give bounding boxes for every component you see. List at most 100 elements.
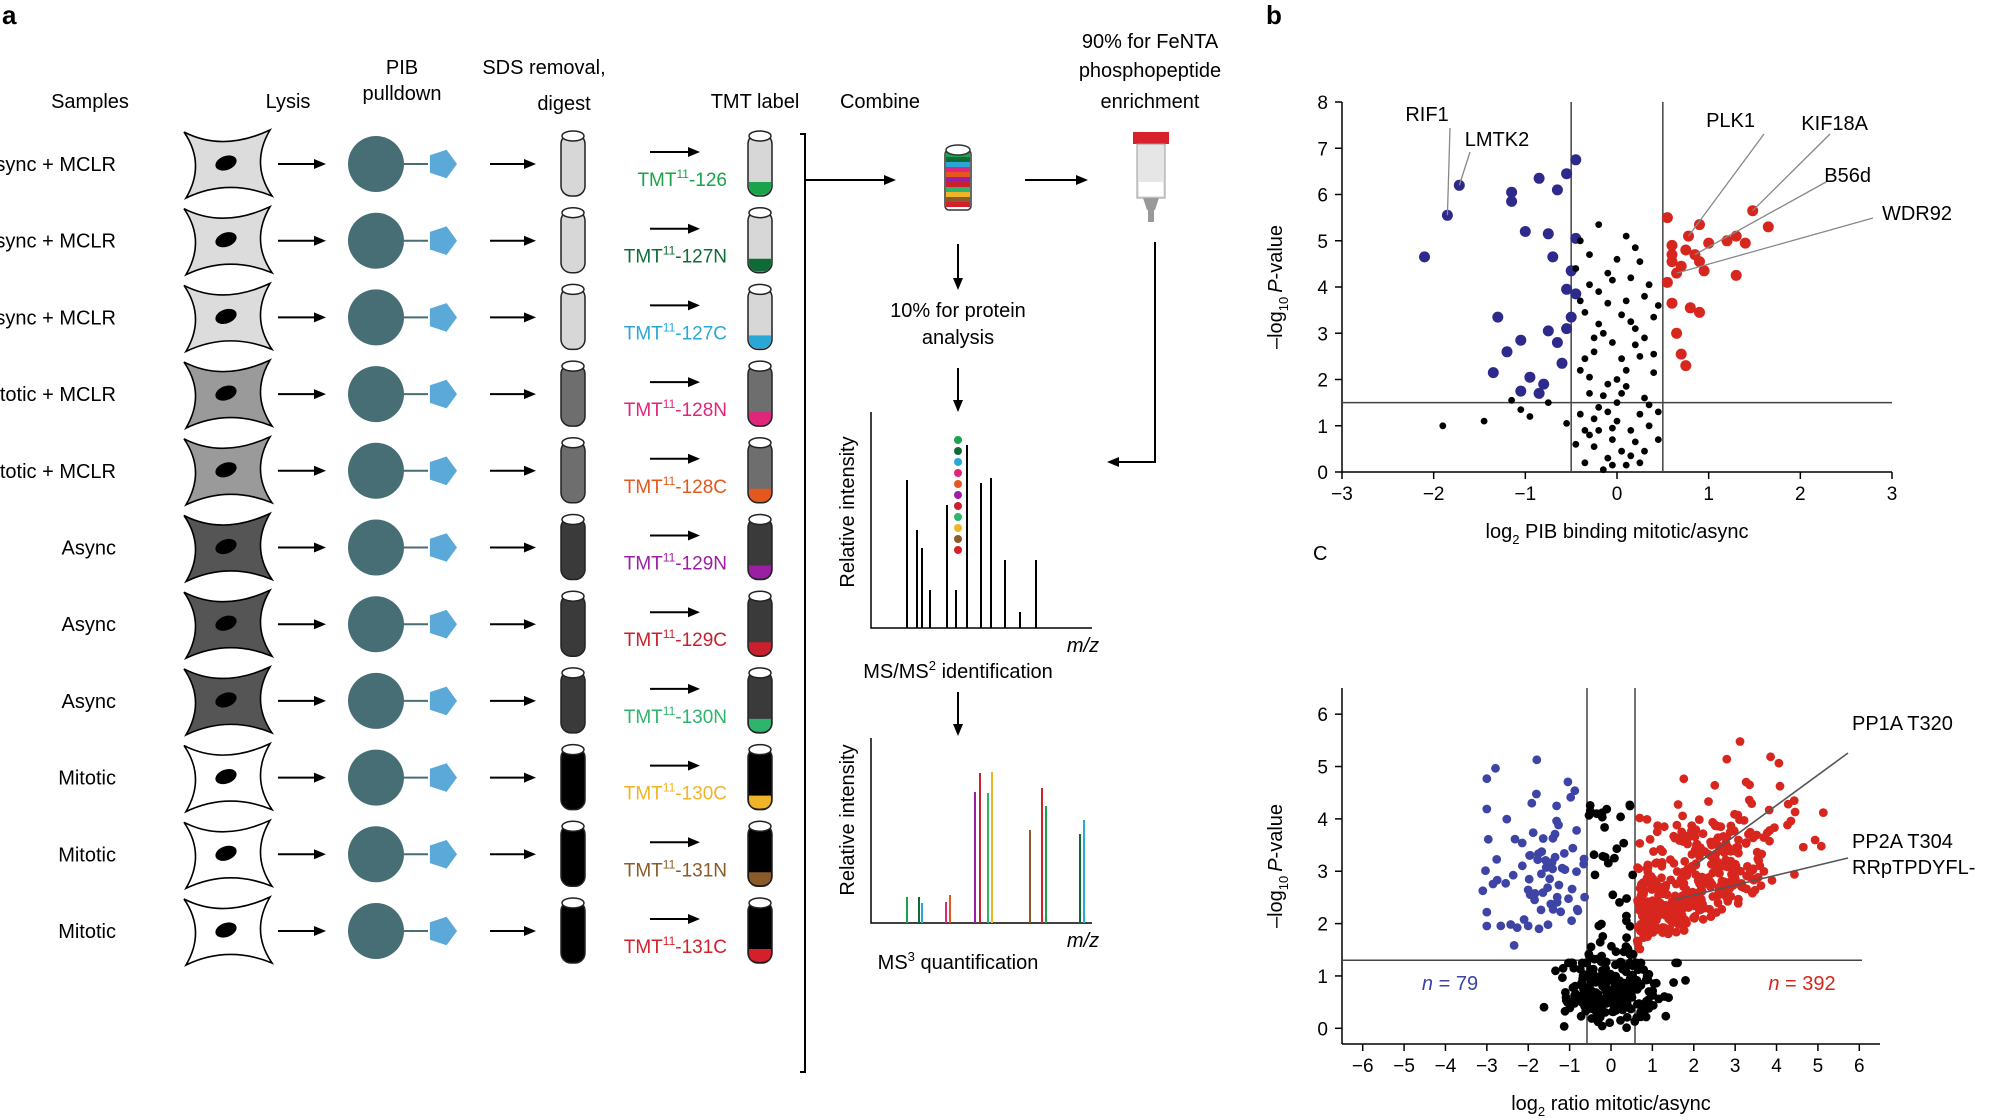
ms3-axes — [870, 738, 1092, 924]
scatter-point — [1619, 838, 1629, 848]
scatter-point — [1620, 982, 1629, 992]
tmt-label-prefix: TMT — [624, 477, 663, 498]
combined-stripe — [946, 172, 970, 177]
scatter-point — [1648, 990, 1658, 1000]
peptide-tube — [560, 823, 586, 888]
x-tick-label: 2 — [1795, 484, 1806, 505]
x-axis-label-sub: 2 — [1512, 532, 1519, 547]
scatter-point — [1767, 876, 1777, 885]
scatter-point — [1687, 826, 1696, 836]
labeled-tube-cap — [748, 283, 772, 296]
count-up: n = 392 — [1768, 973, 1835, 995]
labeled-tube-cap — [748, 820, 772, 833]
count-down: n = 79 — [1422, 973, 1478, 995]
scatter-point — [1742, 884, 1751, 894]
labeled-tube-tag — [749, 182, 771, 195]
labeled-tube-cap — [748, 360, 772, 372]
y-tick-label: 4 — [1317, 278, 1328, 299]
scatter-point — [1582, 958, 1592, 968]
labeled-tube-tag — [749, 718, 771, 732]
scatter-point — [1747, 799, 1757, 808]
labeled-tube-tag — [749, 949, 771, 962]
labeled-tube-cap — [748, 437, 772, 449]
peptide-tube — [560, 516, 586, 581]
labeled-tube-cap — [748, 897, 772, 909]
peptide-tube-cap — [561, 513, 585, 526]
x-tick-label: 0 — [1606, 1056, 1617, 1077]
header-samples: Samples — [51, 91, 129, 113]
scatter-point — [1576, 410, 1584, 418]
scatter-point — [1572, 867, 1581, 876]
scatter-point — [1639, 965, 1648, 974]
scatter-point — [1538, 378, 1550, 390]
cell-nucleus — [215, 692, 237, 708]
scatter-point — [1534, 924, 1544, 934]
x-tick-label: −1 — [1559, 1056, 1581, 1077]
tmt-arrow-head — [688, 683, 700, 694]
peptide-tube-cap — [561, 283, 585, 296]
sample-row: Mitotic + MCLR TMT11-128C — [0, 434, 773, 507]
scatter-point — [1492, 311, 1504, 323]
scatter-point — [1609, 461, 1616, 469]
pib-bead — [348, 596, 404, 653]
scatter-point — [1649, 847, 1658, 856]
scatter-point — [1580, 972, 1589, 981]
scatter-point — [1598, 851, 1608, 861]
scatter-point — [1710, 819, 1719, 829]
header-pib-line2: pulldown — [363, 83, 442, 105]
lysis-arrow-head — [314, 159, 326, 169]
scatter-point — [1532, 755, 1542, 765]
scatter-point — [1561, 323, 1573, 335]
scatter-point — [1713, 865, 1723, 875]
scatter-point — [1721, 862, 1730, 871]
x-axis-label-pre: log — [1511, 1093, 1538, 1115]
scatter-point — [1641, 996, 1651, 1006]
scatter-point — [1745, 780, 1754, 790]
scatter-point — [1628, 870, 1638, 880]
x-axis-label-post: ratio mitotic/async — [1545, 1093, 1711, 1115]
scatter-point — [1577, 979, 1586, 988]
scatter-point — [1654, 408, 1662, 416]
scatter-point — [1478, 886, 1488, 896]
ms2-axes — [870, 412, 1092, 629]
scatter-point — [1650, 313, 1658, 321]
scatter-point — [1636, 410, 1644, 418]
scatter-point — [1544, 862, 1554, 872]
scatter-point — [1618, 447, 1625, 455]
ms3-caption-pre: MS — [878, 952, 908, 974]
scatter-point — [1599, 983, 1609, 993]
scatter-point — [1567, 916, 1576, 926]
scatter-point — [1611, 1006, 1621, 1015]
scatter-point — [1694, 256, 1705, 268]
digest-arrow-head — [524, 312, 536, 323]
scatter-point — [1599, 392, 1607, 400]
y-tick-label: 1 — [1317, 417, 1328, 438]
scatter-point — [1625, 1003, 1635, 1013]
labeled-tube-tag — [749, 412, 771, 426]
scatter-point — [1536, 905, 1546, 915]
scatter-point — [1783, 820, 1792, 830]
scatter-point — [1613, 376, 1621, 383]
scatter-point — [1775, 781, 1785, 791]
tmt-label-suffix: -130N — [675, 707, 727, 728]
scatter-point — [1543, 920, 1553, 930]
scatter-point — [1735, 737, 1745, 746]
scatter-point — [1664, 993, 1673, 1003]
peptide-tube — [560, 133, 586, 197]
lysis-arrow-head — [314, 772, 326, 783]
labeled-tube-tag — [749, 872, 771, 886]
scatter-point — [1679, 774, 1689, 784]
scatter-point — [1542, 325, 1554, 337]
lysis-arrow-head — [314, 465, 326, 476]
scatter-point — [1678, 811, 1687, 821]
scatter-point — [1544, 399, 1552, 406]
scatter-point — [1666, 256, 1678, 268]
scatter-point — [1683, 839, 1692, 849]
scatter-point — [1481, 866, 1490, 876]
scatter-point — [1734, 835, 1743, 845]
scatter-point — [1576, 297, 1584, 305]
scatter-point — [1698, 914, 1708, 924]
tmt-label-sup: 11 — [677, 167, 690, 181]
tmt-arrow-head — [688, 453, 700, 464]
labeled-tube-cap — [748, 130, 772, 142]
